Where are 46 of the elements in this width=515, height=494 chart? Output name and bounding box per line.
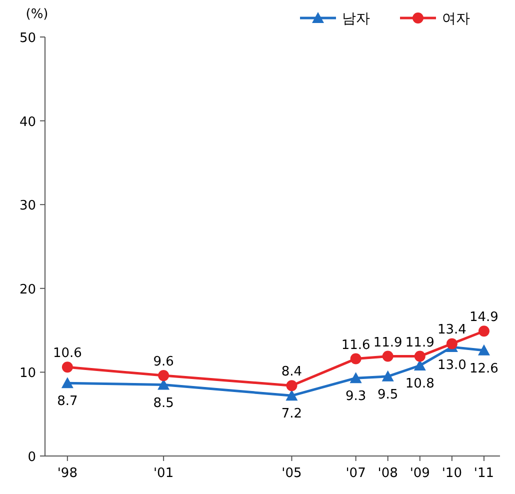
data-label: 7.2: [281, 406, 302, 422]
data-label: 10.8: [405, 376, 434, 392]
legend-label: 여자: [442, 11, 470, 27]
data-label: 14.9: [470, 310, 498, 326]
point: [62, 362, 73, 373]
point: [286, 390, 298, 401]
y-axis-title: (%): [26, 7, 48, 22]
x-tick-label: '10: [442, 466, 462, 481]
point: [61, 377, 74, 388]
data-label: 9.6: [153, 354, 174, 370]
y-tick-label: 40: [19, 114, 36, 130]
x-tick-label: '09: [410, 466, 430, 481]
x-tick-label: '01: [153, 466, 174, 481]
data-label: 11.9: [405, 335, 434, 350]
x-tick-label: '08: [378, 466, 398, 481]
y-tick-label: 10: [19, 366, 36, 382]
x-tick-label: '11: [474, 466, 494, 481]
x-tick-label: '07: [346, 466, 366, 481]
y-tick-label: 50: [19, 31, 36, 46]
point: [478, 344, 490, 356]
point: [286, 380, 298, 392]
point: [350, 353, 362, 364]
point: [478, 326, 490, 337]
y-tick-label: 20: [19, 282, 36, 298]
data-label: 9.5: [378, 387, 398, 402]
x-tick-label: '98: [57, 466, 78, 481]
x-tick-label: '05: [282, 466, 302, 481]
point: [382, 350, 394, 362]
data-label: 11.9: [373, 335, 402, 350]
data-label: 10.6: [52, 346, 82, 362]
y-tick-label: 0: [28, 450, 36, 465]
data-label: 8.5: [153, 396, 174, 411]
data-label: 12.6: [470, 361, 498, 376]
point: [350, 372, 362, 384]
data-label: 13.4: [437, 322, 466, 338]
data-label: 11.6: [341, 338, 370, 353]
legend-label: 남자: [342, 11, 370, 27]
y-tick-label: 30: [19, 198, 36, 214]
point: [446, 338, 458, 350]
data-label: 8.7: [57, 394, 78, 410]
data-label: 13.0: [437, 358, 466, 374]
point: [414, 350, 426, 362]
point: [382, 370, 394, 382]
data-label: 8.4: [281, 364, 302, 380]
point: [158, 370, 170, 382]
data-label: 9.3: [345, 389, 366, 404]
